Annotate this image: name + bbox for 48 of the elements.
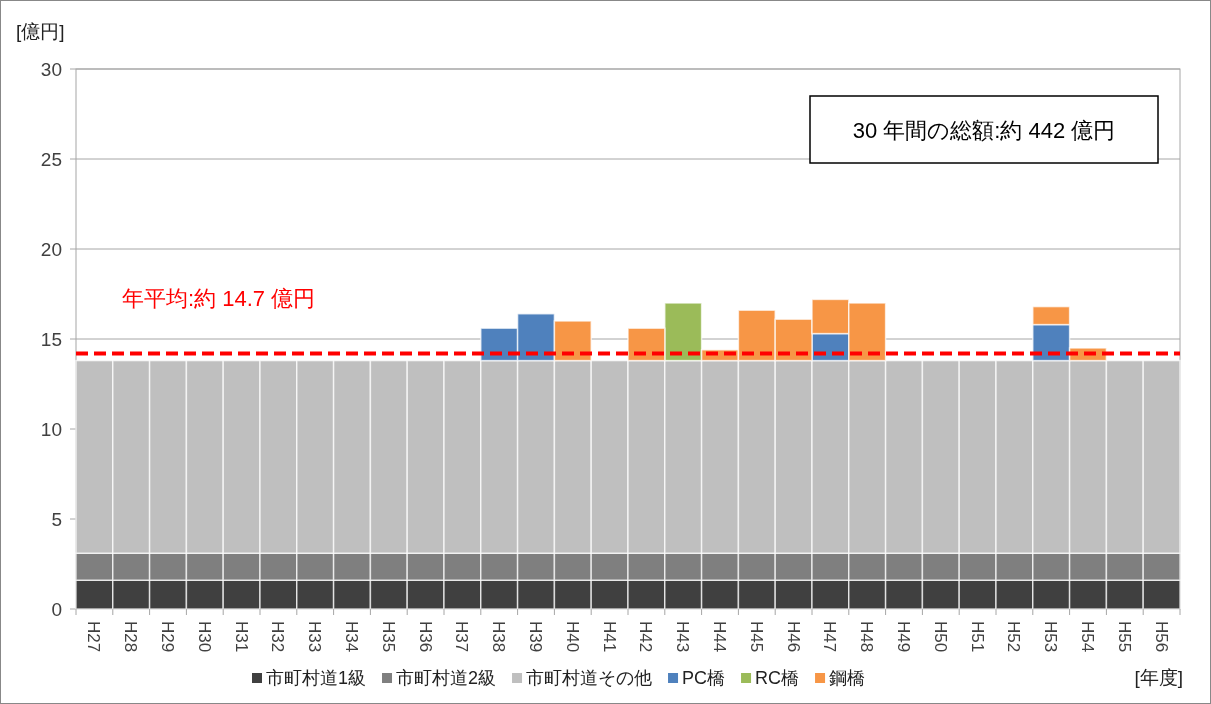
x-tick-label: H46 [783,621,803,653]
x-tick-label: H33 [305,621,325,653]
x-tick-label: H45 [746,621,766,653]
y-tick-label: 15 [40,329,62,350]
y-tick-label: 25 [40,149,62,170]
x-tick-label: H44 [710,621,729,653]
x-tick-label: H36 [415,621,435,653]
annotation: 30 年間の総額:約 442 億円 [852,118,1116,143]
y-tick-label: 0 [51,599,62,620]
x-tick-label: H27 [84,621,104,653]
x-tick-label: H37 [452,621,472,653]
x-tick-label: H47 [820,621,840,653]
x-tick-label: H54 [1078,621,1097,653]
x-tick-label: H49 [894,621,913,653]
x-tick-label: H40 [562,621,582,653]
legend-label: RC橋 [755,668,800,688]
x-tick-label: H30 [194,621,214,653]
y-tick-label: 10 [40,419,62,440]
x-tick-label: H32 [268,621,288,653]
x-tick-label: H31 [231,621,251,653]
x-tick-label: H53 [1041,621,1061,653]
y-tick-label: 5 [51,509,62,530]
x-tick-label: H48 [857,621,877,653]
x-axis-title: [年度] [1134,667,1183,688]
x-tick-label: H28 [121,621,141,653]
legend-label: 鋼橋 [829,668,866,688]
legend-label: 市町村道その他 [526,668,653,688]
x-tick-label: H56 [1151,621,1171,653]
x-tick-label: H43 [673,621,693,653]
legend-label: 市町村道1級 [266,668,367,688]
x-tick-label: H51 [967,621,987,653]
x-tick-label: H38 [489,621,509,653]
x-tick-label: H41 [599,621,619,653]
annotation-box: 30 年間の総額:約 442 億円 [809,95,1159,164]
y-tick-label: 20 [40,239,62,260]
legend-label: 市町村道2級 [396,668,497,688]
x-tick-label: H52 [1004,621,1024,653]
x-tick-label: H42 [636,621,656,653]
x-tick-label: H39 [526,621,545,653]
ref-line-label: 年平均:約 14.7 億円 [122,286,316,312]
x-tick-label: H29 [158,621,177,653]
x-tick-label: H55 [1114,621,1134,653]
y-axis-title: [億円] [16,21,65,42]
legend-label: PC橋 [682,668,726,688]
y-tick-label: 30 [40,59,62,80]
x-tick-label: H34 [342,621,361,653]
x-tick-label: H35 [378,621,398,653]
x-tick-label: H50 [930,621,950,653]
